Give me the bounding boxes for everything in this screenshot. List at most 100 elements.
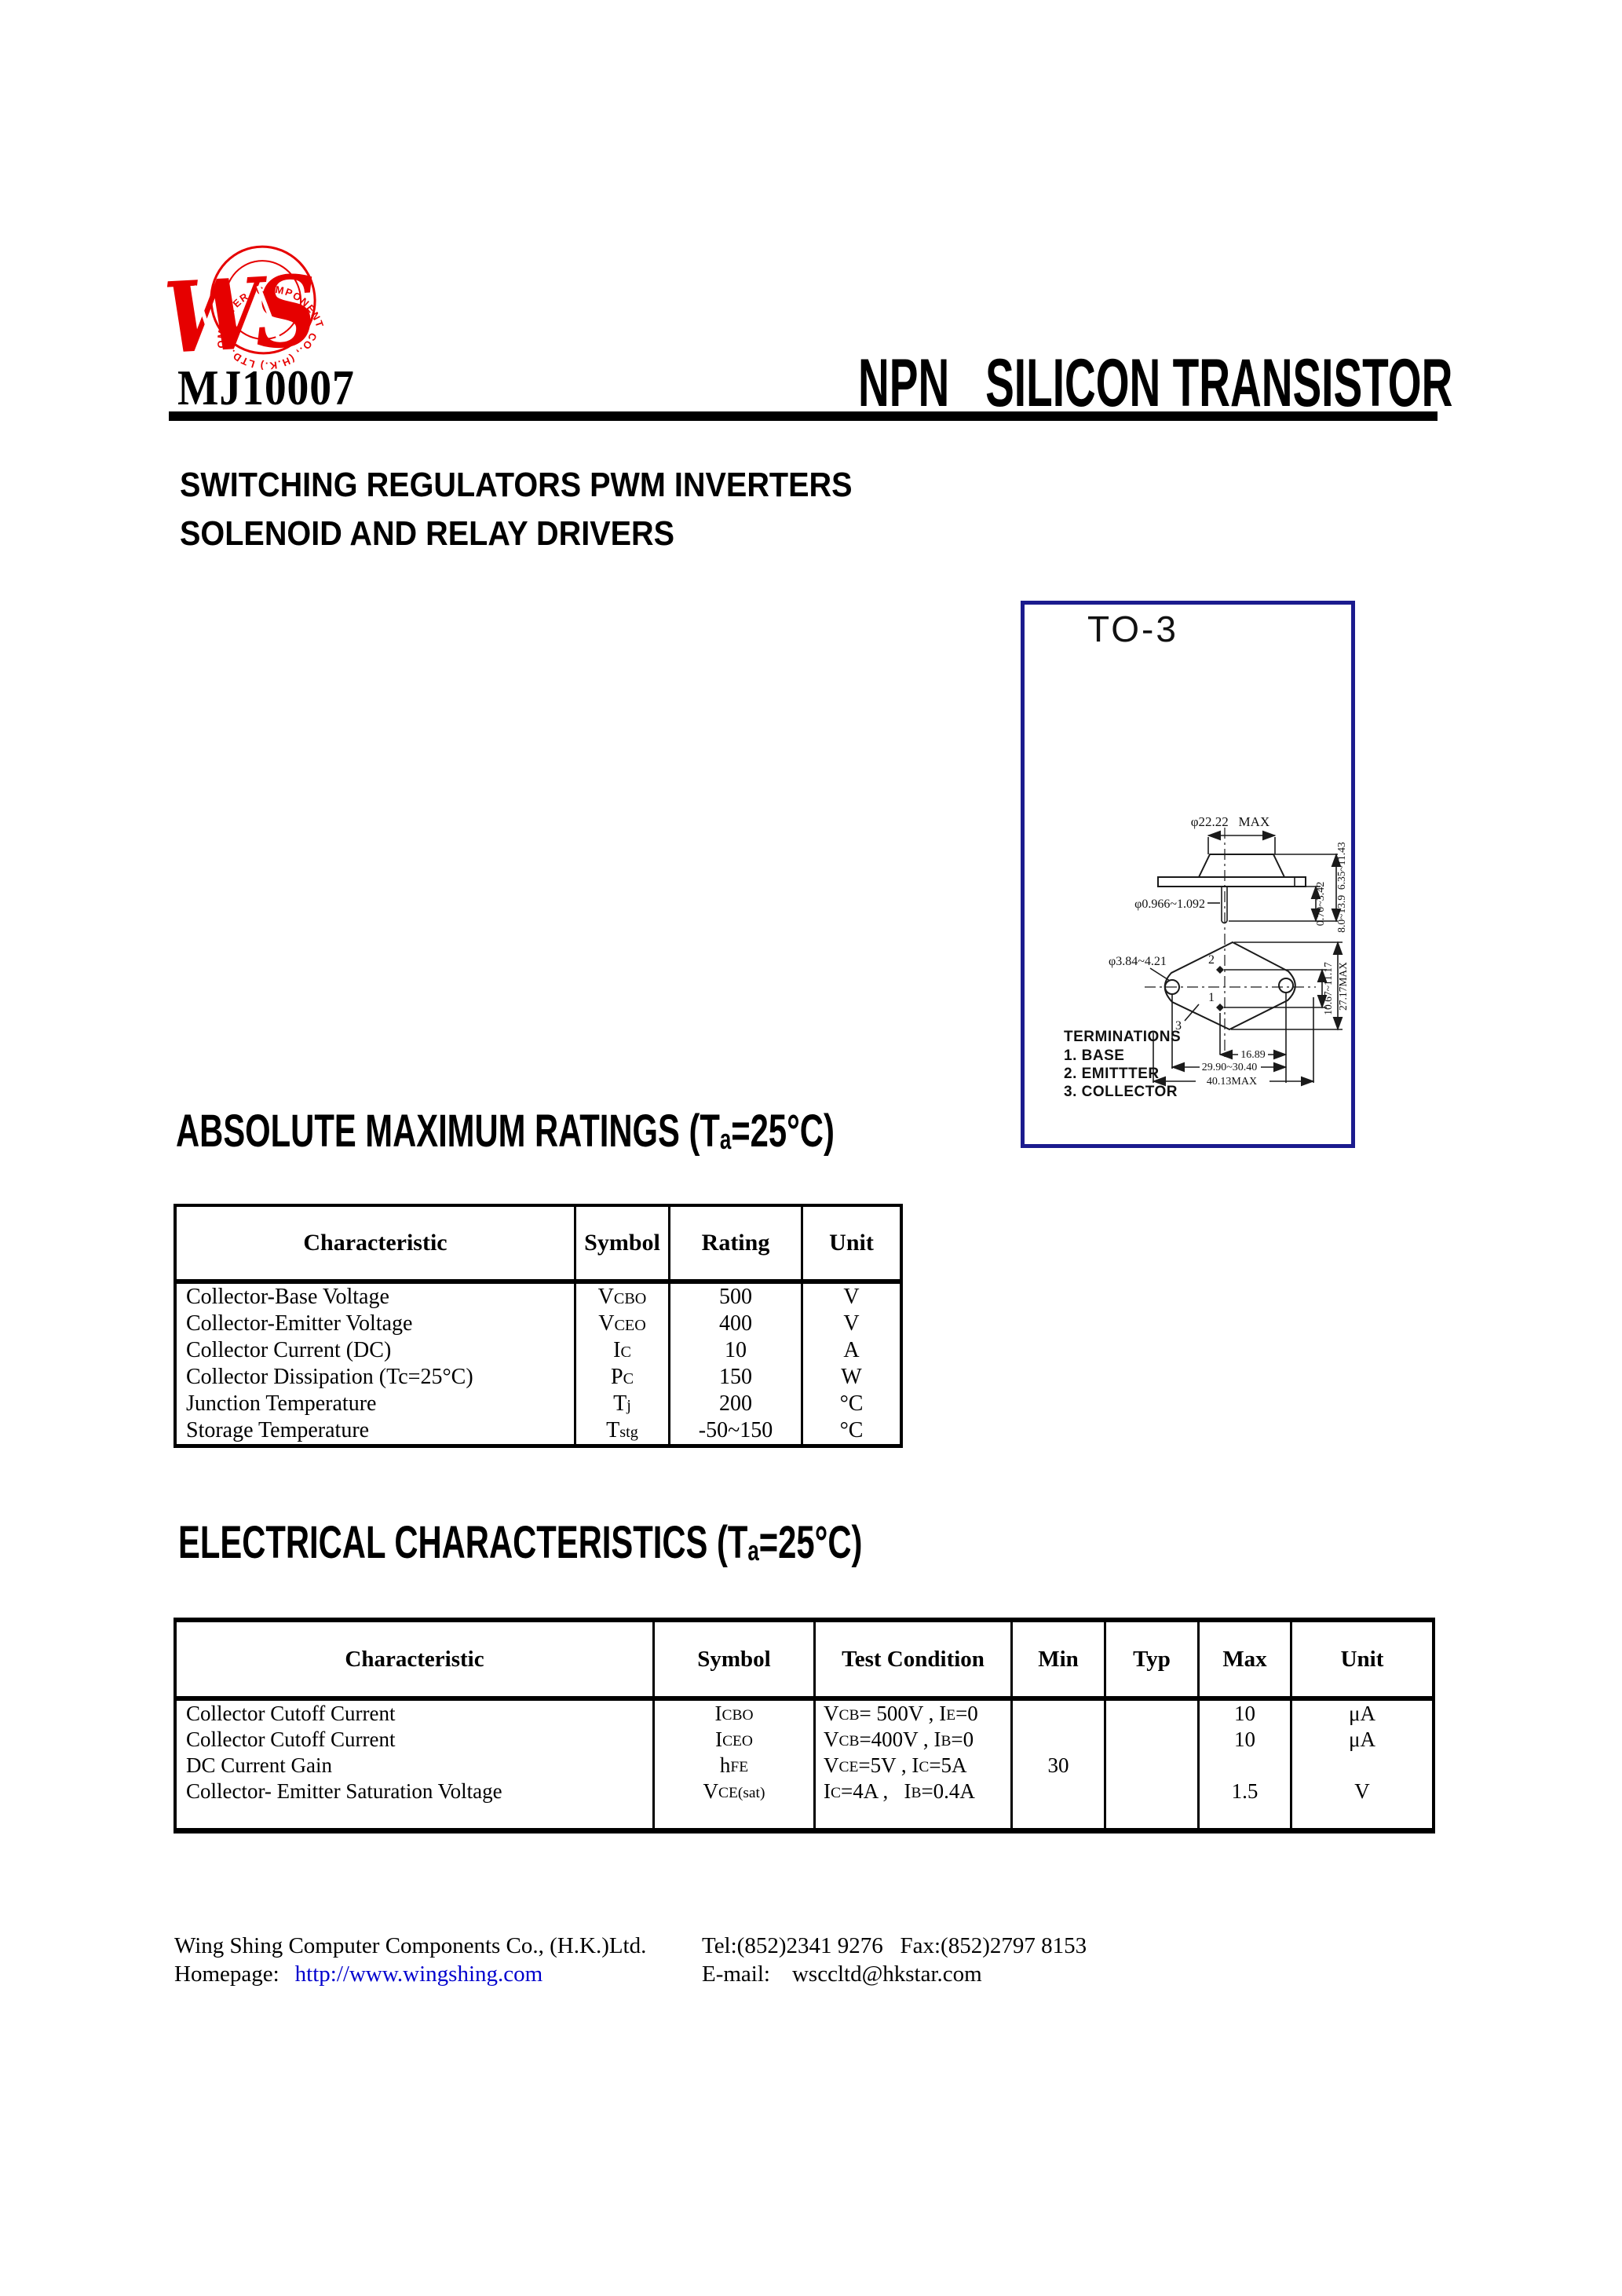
- ec-filler-cell: [1106, 1804, 1200, 1828]
- symbol-sub: stg: [619, 1423, 638, 1441]
- amr-row-symbol: V CBO: [576, 1284, 670, 1311]
- package-outline-box: TO-3 φ22.22 MAX φ0.966~1.092: [1021, 601, 1355, 1148]
- ec-filler-cell: [655, 1804, 816, 1828]
- amr-header-rating: Rating: [670, 1207, 803, 1284]
- amr-heading-sub: a: [719, 1122, 732, 1155]
- symbol-sub: CEO: [614, 1316, 646, 1334]
- ec-row-max: [1200, 1753, 1292, 1779]
- ec-row-max: 10: [1200, 1727, 1292, 1753]
- symbol-base: I: [613, 1338, 621, 1362]
- amr-row-characteristic: Collector-Base Voltage: [177, 1284, 576, 1311]
- ec-header-symbol: Symbol: [655, 1622, 816, 1701]
- symbol-base: P: [610, 1365, 623, 1389]
- tc-part: I: [911, 1753, 919, 1777]
- amr-section-heading: ABSOLUTE MAXIMUM RATINGS (Ta=25°C): [176, 1109, 835, 1154]
- footer-email-value: wsccltd@hkstar.com: [791, 1961, 982, 1987]
- tc-part: V: [824, 1753, 839, 1777]
- amr-row-unit: °C: [839, 1418, 864, 1442]
- ec-row-min: [1013, 1779, 1106, 1804]
- ec-row-symbol: V CE(sat): [655, 1779, 816, 1804]
- amr-row-characteristic: Collector Dissipation (Tc=25°C): [177, 1364, 576, 1391]
- amr-row-unit: °C: [839, 1391, 864, 1416]
- amr-row-symbol: V CEO: [576, 1311, 670, 1337]
- pin-2-label: 2: [1208, 953, 1215, 967]
- ec-row-characteristic: Collector Cutoff Current: [177, 1727, 655, 1753]
- company-logo: COMPUTER COMPONENTS CO., (H.K.) LTD. WS: [167, 240, 327, 370]
- ec-header-max: Max: [1200, 1622, 1292, 1701]
- tc-sub: B: [911, 1784, 922, 1801]
- package-flange-side: [1157, 876, 1306, 887]
- tc-part: =400V ,: [859, 1727, 934, 1751]
- tc-sub: CE: [838, 1758, 859, 1775]
- symbol-sub: C: [620, 1343, 631, 1361]
- footer-company-block: Wing Shing Computer Components Co., (H.K…: [174, 1932, 646, 1988]
- termination-emitter: 2. EMITTTER: [1064, 1066, 1160, 1082]
- amr-row-unit: W: [841, 1365, 862, 1389]
- symbol-sub: C: [623, 1369, 634, 1387]
- amr-row-rating: 10: [670, 1337, 803, 1364]
- tc-part: V: [824, 1702, 839, 1725]
- amr-row-characteristic: Storage Temperature: [177, 1417, 576, 1444]
- ec-row-symbol: h FE: [655, 1753, 816, 1779]
- tc-sub: C: [831, 1784, 841, 1801]
- package-flange-bottom: [1164, 941, 1296, 1031]
- amr-heading-text: ABSOLUTE MAXIMUM RATINGS (T: [176, 1106, 720, 1157]
- ec-row-test-condition: V CB = 500V , I E =0: [816, 1701, 1013, 1727]
- symbol-sub: CEO: [722, 1732, 753, 1749]
- logo-highlight-2: [256, 285, 281, 340]
- tc-sub: E: [946, 1706, 956, 1724]
- amr-header-characteristic: Characteristic: [177, 1207, 576, 1284]
- ec-row-characteristic: DC Current Gain: [177, 1753, 655, 1779]
- pin-3-label: 3: [1175, 1019, 1182, 1033]
- ec-header-min: Min: [1013, 1622, 1106, 1701]
- ec-row-test-condition: V CB =400V , I B =0: [816, 1727, 1013, 1753]
- dim-width-1: 16.89: [1240, 1049, 1266, 1061]
- ec-row-test-condition: V CE =5V , I C =5A: [816, 1753, 1013, 1779]
- ec-filler-cell: [816, 1804, 1013, 1828]
- ec-row-max: 1.5: [1200, 1779, 1292, 1804]
- symbol-base: I: [714, 1702, 722, 1725]
- part-number: MJ10007: [177, 360, 355, 415]
- amr-row-rating: 200: [670, 1391, 803, 1417]
- logo-monogram: WS: [167, 254, 317, 370]
- dim-pin-pitch: 10.67~11.17: [1322, 962, 1334, 1015]
- package-can-side: [1198, 854, 1285, 878]
- ec-header-test-condition: Test Condition: [816, 1622, 1013, 1701]
- logo-highlight-1: [192, 285, 215, 343]
- tc-part: V: [824, 1727, 839, 1751]
- symbol-base: I: [715, 1727, 723, 1751]
- ec-filler-cell: [1292, 1804, 1432, 1828]
- title-rule: [169, 411, 1438, 421]
- dim-width-2: 29.90~30.40: [1202, 1062, 1258, 1073]
- tc-part: =0: [955, 1702, 978, 1725]
- termination-base: 1. BASE: [1064, 1047, 1124, 1064]
- ec-row-typ: [1106, 1727, 1200, 1753]
- ec-row-typ: [1106, 1753, 1200, 1779]
- amr-table: Characteristic Symbol Rating Unit Collec…: [174, 1204, 903, 1448]
- pin-1-dot: [1216, 1004, 1224, 1011]
- amr-row-characteristic: Collector Current (DC): [177, 1337, 576, 1364]
- ec-filler-cell: [1013, 1804, 1106, 1828]
- ec-section-heading: ELECTRICAL CHARACTERISTICS (Ta=25°C): [178, 1520, 862, 1566]
- ec-row-typ: [1106, 1779, 1200, 1804]
- amr-row-unit: V: [843, 1285, 860, 1309]
- footer-homepage-link[interactable]: http://www.wingshing.com: [294, 1961, 543, 1987]
- tc-sub: CB: [838, 1732, 860, 1749]
- ec-heading-text: ELECTRICAL CHARACTERISTICS (T: [178, 1517, 748, 1568]
- amr-row-unit: A: [843, 1338, 860, 1362]
- amr-heading-post: =25°C): [731, 1106, 835, 1157]
- ec-table: Characteristic Symbol Test Condition Min…: [174, 1618, 1435, 1834]
- tc-part: =4A ,: [840, 1779, 904, 1803]
- ec-row-max: 10: [1200, 1701, 1292, 1727]
- tc-sub: C: [919, 1758, 930, 1775]
- dim-top-diameter: φ22.22 MAX: [1191, 814, 1269, 829]
- ec-heading-sub: a: [747, 1534, 759, 1567]
- symbol-base: V: [597, 1285, 614, 1309]
- ec-row-symbol: I CBO: [655, 1701, 816, 1727]
- mounting-hole-right: [1278, 978, 1294, 993]
- tc-part: =5V ,: [858, 1753, 912, 1777]
